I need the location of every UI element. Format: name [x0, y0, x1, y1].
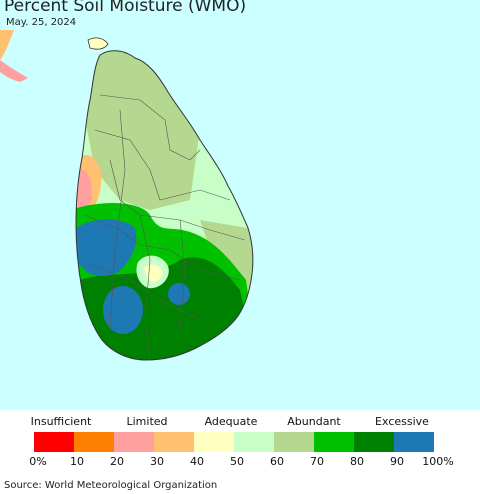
legend: Insufficient Limited Adequate Abundant E… — [0, 410, 480, 474]
legend-category-abundant: Abundant — [287, 415, 341, 428]
legend-swatch-30-40 — [154, 432, 194, 452]
legend-category-insufficient: Insufficient — [30, 415, 92, 428]
island-coastline — [75, 50, 254, 361]
legend-tick-40: 40 — [190, 455, 204, 468]
legend-category-adequate: Adequate — [204, 415, 258, 428]
legend-tick-80: 80 — [350, 455, 364, 468]
legend-swatch-80-90 — [354, 432, 394, 452]
legend-tick-90: 90 — [390, 455, 404, 468]
legend-swatch-70-80 — [314, 432, 354, 452]
legend-tick-50: 50 — [230, 455, 244, 468]
zone-limited-west — [76, 169, 92, 209]
jaffna-peninsula — [87, 37, 109, 50]
india-dry-region — [0, 30, 14, 60]
map-area: Percent Soil Moisture (WMO) May. 25, 202… — [0, 0, 480, 410]
map-date: May. 25, 2024 — [6, 17, 77, 28]
legend-tick-100: 100% — [422, 455, 454, 468]
source-text: Source: World Meteorological Organizatio… — [4, 480, 218, 491]
legend-swatch-0-10 — [34, 432, 74, 452]
legend-category-excessive: Excessive — [375, 415, 429, 428]
zone-excessive-south — [168, 283, 190, 305]
zone-excessive-southwest — [103, 286, 143, 334]
legend-swatch-10-20 — [74, 432, 114, 452]
legend-tick-70: 70 — [310, 455, 324, 468]
legend-swatch-20-30 — [114, 432, 154, 452]
legend-tick-60: 60 — [270, 455, 284, 468]
map-title: Percent Soil Moisture (WMO) — [4, 0, 247, 16]
district-boundaries — [84, 94, 246, 361]
legend-category-limited: Limited — [126, 415, 168, 428]
zone-excessive-west — [76, 219, 137, 277]
india-coast-region — [0, 60, 28, 82]
legend-swatch-60-70 — [274, 432, 314, 452]
legend-tick-20: 20 — [110, 455, 124, 468]
legend-tick-10: 10 — [70, 455, 84, 468]
legend-tick-30: 30 — [150, 455, 164, 468]
island-zones — [76, 50, 253, 360]
legend-swatch-90-100 — [394, 432, 434, 452]
legend-color-bar — [34, 432, 434, 452]
sri-lanka-soil-moisture-map — [0, 30, 254, 361]
legend-swatch-50-60 — [234, 432, 274, 452]
legend-tick-0: 0% — [29, 455, 47, 468]
legend-swatch-40-50 — [194, 432, 234, 452]
